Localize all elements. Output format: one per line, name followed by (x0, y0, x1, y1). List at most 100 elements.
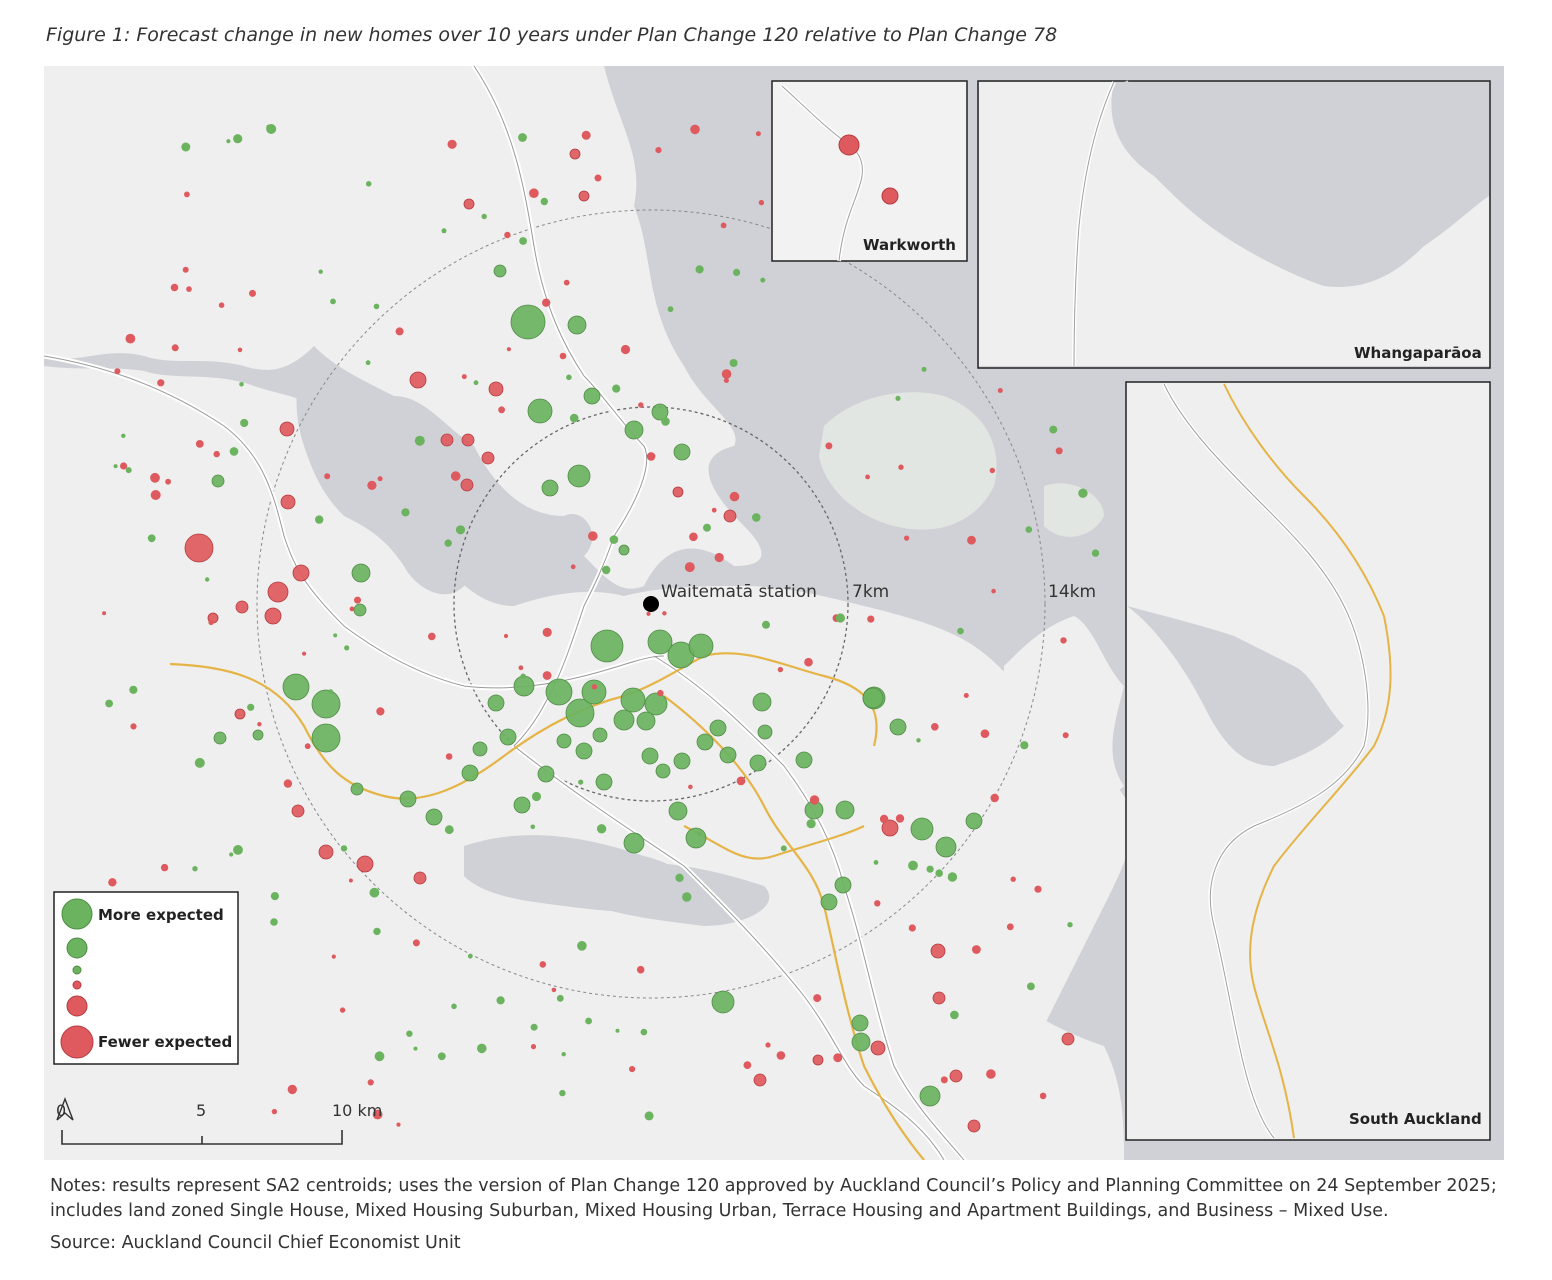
more-expected-point (592, 727, 608, 743)
fewer-expected-point (991, 588, 996, 594)
more-expected-point (569, 413, 579, 423)
legend-fewer-small (72, 980, 82, 990)
more-expected-point (688, 633, 714, 659)
fewer-expected-point (412, 939, 420, 947)
fewer-expected-point (581, 130, 591, 140)
more-expected-point (351, 563, 371, 583)
more-expected-point (908, 860, 918, 871)
more-expected-point (473, 380, 479, 386)
more-expected-point (577, 941, 587, 951)
fewer-expected-point (931, 723, 939, 731)
more-expected-point (192, 866, 198, 872)
more-expected-point (239, 382, 244, 387)
more-expected-point (181, 142, 191, 152)
fewer-expected-point (721, 369, 732, 379)
fewer-expected-point (1061, 1032, 1075, 1046)
more-expected-point (520, 673, 526, 680)
fewer-expected-point (150, 490, 161, 500)
fewer-expected-point (588, 531, 598, 541)
station-label: Waitematā station (661, 582, 817, 602)
more-expected-point (513, 675, 535, 697)
more-expected-point (365, 360, 371, 366)
fewer-expected-point (1006, 923, 1014, 931)
fewer-expected-point (488, 381, 504, 397)
more-expected-point (602, 565, 611, 575)
more-expected-point (916, 738, 921, 743)
more-expected-point (651, 403, 669, 421)
fewer-expected-point (711, 507, 717, 513)
fewer-expected-point (865, 474, 870, 480)
more-expected-point (636, 711, 656, 731)
fewer-expected-point (440, 433, 454, 447)
ring-label-14km: 14km (1048, 582, 1096, 602)
fewer-expected-point (518, 665, 524, 671)
fewer-expected-point (563, 279, 570, 286)
fewer-expected-point (267, 581, 289, 603)
more-expected-point (399, 790, 417, 808)
more-expected-point (729, 359, 738, 367)
more-expected-point (910, 817, 934, 841)
more-expected-point (575, 742, 593, 760)
more-expected-point (369, 887, 380, 898)
fewer-expected-point (324, 473, 331, 480)
more-expected-point (330, 298, 336, 305)
fewer-expected-point (720, 222, 727, 229)
fewer-expected-point (972, 945, 981, 954)
more-expected-point (695, 265, 704, 274)
fewer-expected-point (989, 467, 995, 474)
more-expected-point (194, 757, 205, 768)
more-expected-point (481, 213, 487, 220)
fewer-expected-point (809, 795, 820, 805)
fewer-expected-point (930, 943, 946, 959)
fewer-expected-point (283, 779, 293, 788)
fewer-expected-point (569, 148, 581, 160)
more-expected-point (673, 443, 691, 461)
fewer-expected-point (264, 607, 282, 625)
more-expected-point (957, 627, 964, 635)
fewer-expected-point (171, 344, 179, 352)
fewer-expected-point (940, 1076, 948, 1084)
fewer-expected-point (551, 987, 557, 993)
fewer-expected-point (881, 819, 899, 837)
more-expected-point (559, 1089, 566, 1097)
more-expected-point (565, 698, 595, 728)
more-expected-point (455, 525, 466, 535)
fewer-expected-point (354, 596, 361, 604)
fewer-expected-point (776, 1051, 786, 1060)
fewer-expected-point (690, 124, 700, 135)
fewer-expected-point (949, 1069, 963, 1083)
more-expected-point (566, 374, 572, 381)
fewer-expected-point (445, 753, 453, 760)
scale-label-5: 5 (196, 1101, 206, 1120)
more-expected-point (315, 515, 324, 524)
more-expected-point (340, 845, 348, 852)
harbour-inlets (296, 356, 770, 926)
more-expected-point (350, 782, 364, 796)
fewer-expected-point (157, 379, 165, 387)
more-expected-point (835, 800, 855, 820)
more-expected-point (205, 577, 210, 582)
more-expected-point (451, 1003, 457, 1010)
fewer-expected-point (1010, 876, 1016, 882)
fewer-expected-point (1055, 447, 1063, 455)
more-expected-point (919, 1085, 941, 1107)
fewer-expected-point (356, 855, 374, 873)
fewer-expected-point (409, 371, 427, 389)
fewer-expected-point (506, 347, 511, 352)
more-expected-point (437, 1052, 446, 1061)
fewer-expected-point (594, 174, 602, 182)
fewer-expected-point (967, 1119, 981, 1133)
fewer-expected-point (714, 552, 724, 563)
scale-label-10km: 10 km (332, 1101, 382, 1120)
more-expected-point (530, 1023, 538, 1031)
fewer-expected-point (367, 480, 377, 490)
fewer-expected-point (723, 378, 729, 383)
inset-label-whangaparaoa: Whangaparāoa (1354, 344, 1482, 362)
fewer-expected-point (879, 814, 889, 824)
more-expected-point (795, 751, 813, 769)
fewer-expected-point (867, 615, 875, 623)
fewer-expected-point (870, 1040, 886, 1056)
more-expected-point (752, 513, 761, 522)
fewer-expected-point (331, 954, 336, 959)
fewer-expected-point (413, 871, 427, 885)
